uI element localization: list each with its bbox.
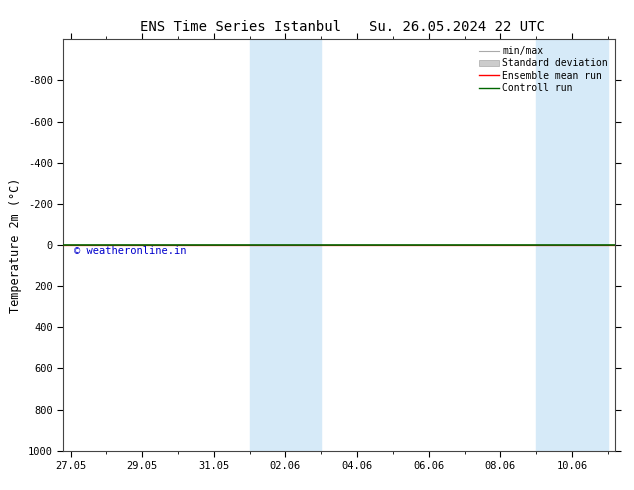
- Text: ENS Time Series Istanbul: ENS Time Series Istanbul: [140, 20, 342, 34]
- Bar: [285, 39, 321, 451]
- Bar: [572, 39, 608, 451]
- Y-axis label: Temperature 2m (°C): Temperature 2m (°C): [10, 177, 22, 313]
- Bar: [250, 39, 285, 451]
- Bar: [536, 39, 572, 451]
- Text: © weatheronline.in: © weatheronline.in: [74, 246, 187, 256]
- Text: Su. 26.05.2024 22 UTC: Su. 26.05.2024 22 UTC: [368, 20, 545, 34]
- Legend: min/max, Standard deviation, Ensemble mean run, Controll run: min/max, Standard deviation, Ensemble me…: [477, 44, 610, 95]
